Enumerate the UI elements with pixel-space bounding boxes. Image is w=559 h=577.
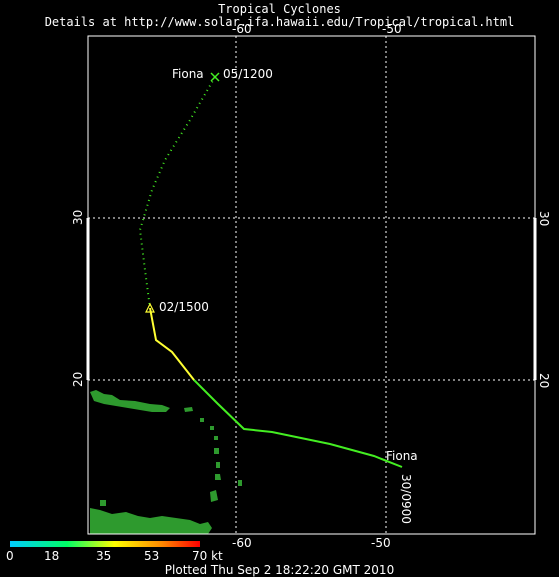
lon-label-bottom-60: -60 xyxy=(232,536,252,550)
storm-label-start-time: 30/0900 xyxy=(399,474,413,524)
island-small-5 xyxy=(214,448,219,454)
track-observed-green xyxy=(193,379,403,468)
island-small-3 xyxy=(210,426,214,430)
lat-label-right-30: 30 xyxy=(537,211,551,226)
map-title: Tropical Cyclones xyxy=(218,2,341,16)
colorbar-label-18: 18 xyxy=(44,549,60,563)
storm-track-fiona xyxy=(138,76,403,468)
plot-frame xyxy=(87,35,536,535)
grid-lines xyxy=(88,36,535,534)
storm-label-mid-time: 02/1500 xyxy=(159,300,209,314)
mid-marker-triangle xyxy=(145,302,155,313)
plotted-timestamp: Plotted Thu Sep 2 18:22:20 GMT 2010 xyxy=(164,563,395,577)
island-small-4 xyxy=(214,436,218,440)
lat-label-left-20: 20 xyxy=(71,372,85,387)
island-small-6 xyxy=(216,462,220,468)
colorbar-label-53: 53 xyxy=(144,549,160,563)
lon-label-top-60: -60 xyxy=(232,22,252,36)
storm-label-end-time: 05/1200 xyxy=(223,67,273,81)
map-subtitle: Details at http://www.solar.ifa.hawaii.e… xyxy=(44,15,515,29)
lon-label-top-50: -50 xyxy=(382,22,402,36)
track-forecast-dotted xyxy=(138,76,216,309)
island-small-8 xyxy=(210,490,218,502)
colorbar-gradient xyxy=(10,541,200,547)
lat-label-left-30: 30 xyxy=(71,210,85,225)
island-hispaniola-puertorico xyxy=(90,390,170,412)
colorbar-label-35: 35 xyxy=(96,549,112,563)
mainland-south-america xyxy=(90,508,212,534)
island-small-2 xyxy=(200,418,204,422)
lat-label-right-20: 20 xyxy=(537,373,551,388)
island-small-9 xyxy=(238,480,242,486)
colorbar-label-0: 0 xyxy=(6,549,14,563)
island-small-7 xyxy=(215,474,221,480)
storm-label-end-name: Fiona xyxy=(172,67,204,81)
storm-label-start-name: Fiona xyxy=(386,449,418,463)
track-observed-yellow xyxy=(149,307,195,381)
colorbar-label-70kt: 70 kt xyxy=(192,549,223,563)
lon-label-bottom-50: -50 xyxy=(371,536,391,550)
island-small-10 xyxy=(100,500,106,506)
land-masses xyxy=(90,390,242,534)
island-small-1 xyxy=(184,407,193,412)
end-marker-x xyxy=(210,72,220,82)
